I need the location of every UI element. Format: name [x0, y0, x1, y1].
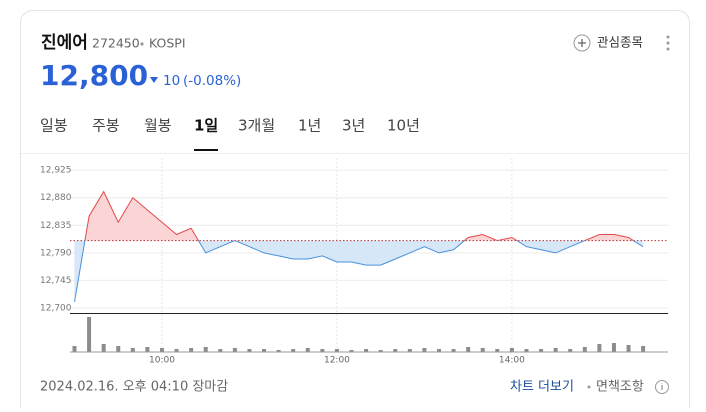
stock-name: 진에어	[41, 33, 88, 53]
x-tick-label: 14:00	[499, 356, 525, 366]
tab[interactable]: 3개월	[238, 117, 275, 135]
volume-bar	[291, 349, 296, 352]
volume-bar	[626, 345, 631, 352]
price: 12,800	[40, 59, 148, 92]
timestamp: 2024.02.16. 오후 04:10 장마감	[40, 380, 228, 395]
y-tick-label: 12,790	[40, 248, 72, 258]
change: 10	[163, 73, 180, 89]
volume-bar	[116, 346, 121, 352]
tab[interactable]: 주봉	[92, 117, 120, 135]
volume-bar	[539, 349, 544, 352]
price-area	[74, 191, 644, 302]
stock-code: 272450	[92, 36, 140, 51]
volume-bar	[451, 349, 456, 352]
volume-bar	[305, 348, 310, 352]
more-menu[interactable]	[666, 35, 670, 51]
y-tick-label: 12,880	[40, 193, 72, 203]
volume-bar	[407, 349, 412, 352]
x-tick-label: 10:00	[149, 356, 175, 366]
volume-bar	[568, 349, 573, 352]
tab[interactable]: 월봉	[144, 117, 172, 135]
volume-bar	[641, 346, 646, 352]
market: KOSPI	[149, 36, 186, 51]
volume-bar	[203, 347, 208, 352]
volume-bar	[582, 347, 587, 352]
y-tick-label: 12,835	[40, 221, 72, 231]
volume-bar	[466, 347, 471, 352]
disclaimer[interactable]: 면책조항	[596, 380, 644, 395]
plus	[578, 39, 586, 47]
tab-underline	[194, 149, 218, 151]
volume-bar	[276, 350, 281, 352]
price-line	[74, 190, 644, 302]
info-icon[interactable]	[655, 380, 669, 394]
volume-bar	[495, 349, 500, 352]
volume-bar	[159, 348, 164, 352]
volume-bar	[145, 347, 150, 352]
volume-bar	[174, 349, 179, 352]
change-pct: (-0.08%)	[183, 73, 241, 89]
tab[interactable]: 1년	[298, 117, 321, 135]
volume-bar	[101, 344, 106, 352]
x-tick-label: 12:00	[324, 356, 350, 366]
volume-bar	[262, 349, 267, 352]
tab[interactable]: 1일	[194, 117, 218, 135]
y-tick-label: 12,745	[40, 276, 72, 286]
volume-bar	[130, 348, 135, 352]
volume-bar	[524, 349, 529, 352]
more-link[interactable]: 차트 더보기	[510, 380, 574, 395]
volume-bar	[393, 349, 398, 352]
volume-bar	[334, 349, 339, 352]
add-icon[interactable]	[573, 34, 591, 52]
watch-button[interactable]: 관심종목	[597, 35, 643, 50]
volume-bar	[87, 317, 92, 352]
card	[20, 10, 690, 412]
separator-dot	[587, 385, 591, 389]
down-arrow	[150, 77, 158, 83]
y-tick-label: 12,925	[40, 166, 72, 176]
volume-bar	[437, 349, 441, 352]
volume-bar	[349, 350, 354, 352]
volume-bar	[553, 348, 558, 352]
tab[interactable]: 3년	[342, 117, 365, 135]
volume-bar	[509, 348, 514, 352]
volume-bar	[611, 343, 616, 352]
volume-bar	[364, 349, 369, 352]
volume-bar	[422, 348, 427, 352]
volume-bar	[597, 344, 602, 352]
volume-bar	[480, 348, 485, 352]
volume-bar	[218, 349, 223, 352]
tab[interactable]: 10년	[387, 117, 420, 135]
volume-bar	[320, 349, 325, 352]
tab[interactable]: 일봉	[40, 117, 68, 135]
y-tick-label: 12,700	[40, 304, 72, 314]
volume-bar	[247, 349, 252, 352]
volume-bar	[72, 346, 77, 352]
volume-bar	[232, 348, 237, 352]
volume-bar	[189, 348, 194, 352]
volume-bar	[378, 350, 383, 352]
separator-dot	[140, 42, 144, 46]
